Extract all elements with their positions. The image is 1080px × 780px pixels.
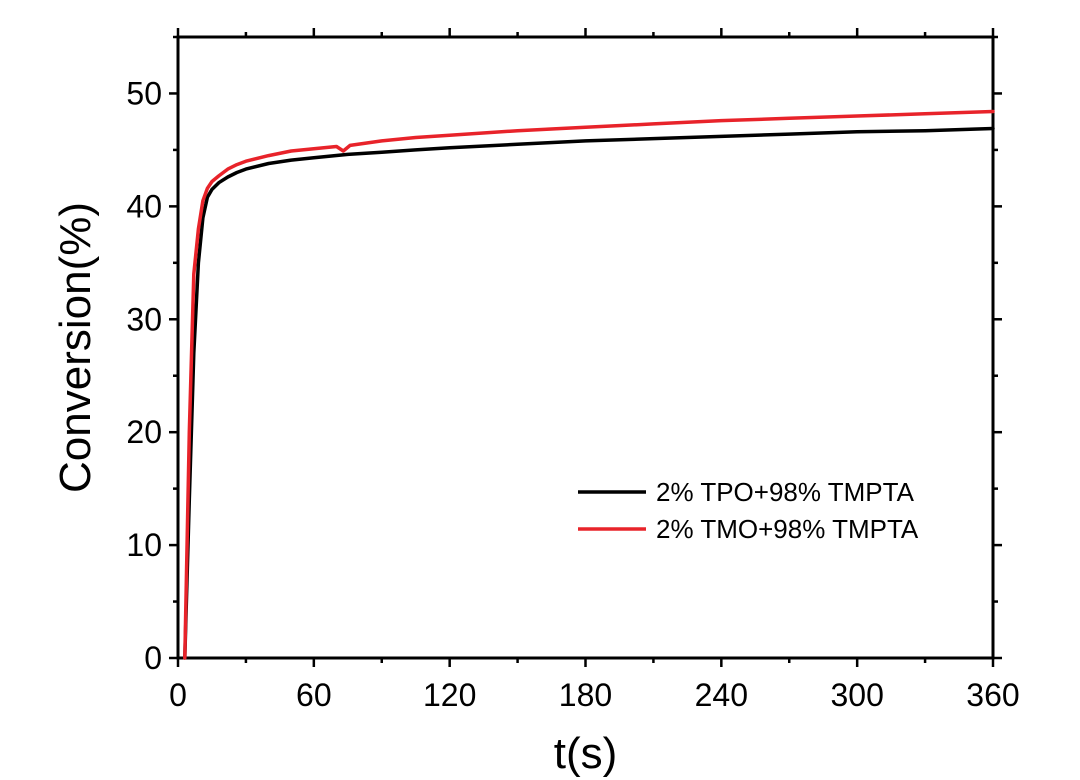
x-axis-title: t(s) [554,729,618,778]
series-group [183,109,995,660]
x-tick-label: 300 [830,677,883,713]
x-tick-label: 360 [966,677,1019,713]
y-tick-label: 50 [126,75,162,111]
legend: 2% TPO+98% TMPTA 2% TMO+98% TMPTA [578,477,919,544]
x-tick-label: 0 [169,677,187,713]
x-tick-label: 180 [559,677,612,713]
y-tick-label: 20 [126,414,162,450]
y-tick-label: 10 [126,527,162,563]
y-tick-label: 0 [144,640,162,676]
y-axis-ticks: 0 10 20 30 40 50 [126,35,1002,676]
series-line-1 [183,126,995,660]
y-tick-label: 40 [126,188,162,224]
x-axis-ticks: 0 60 120 180 240 300 360 [169,28,1020,713]
legend-label-2: 2% TMO+98% TMPTA [656,514,919,544]
x-tick-label: 240 [695,677,748,713]
x-tick-label: 60 [296,677,332,713]
series-line-2 [183,109,995,660]
y-axis-title: Conversion(%) [51,202,100,493]
y-tick-label: 30 [126,301,162,337]
legend-label-1: 2% TPO+98% TMPTA [656,477,915,507]
x-tick-label: 120 [423,677,476,713]
